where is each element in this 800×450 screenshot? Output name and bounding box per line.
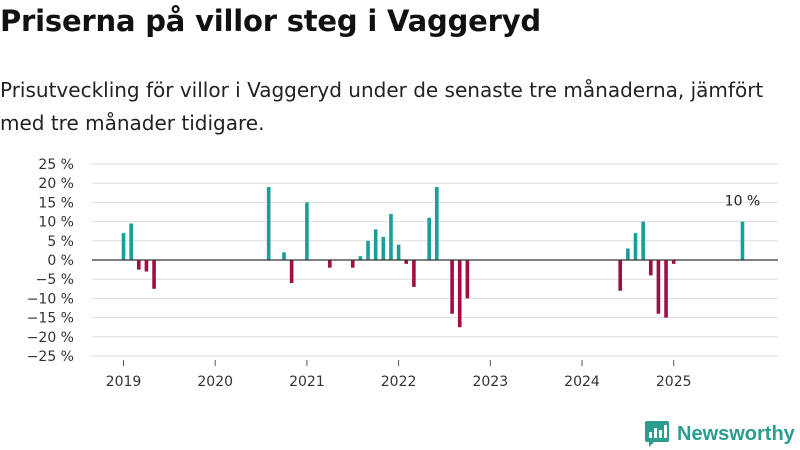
bar [633, 233, 638, 260]
bar [152, 260, 156, 289]
newsworthy-logo-icon [645, 421, 669, 447]
bar [136, 260, 141, 270]
x-tick-label: 2022 [381, 374, 417, 390]
y-tick-label: −20 % [27, 330, 74, 346]
chart-subtitle: Prisutveckling för villor i Vaggeryd und… [0, 78, 764, 135]
gridlines [92, 163, 778, 357]
x-tick-label: 2021 [289, 374, 325, 390]
annotations: 10 % [725, 194, 761, 210]
y-tick-label: 5 % [47, 234, 74, 250]
bar [144, 260, 149, 272]
bar [350, 260, 355, 268]
bar [358, 256, 363, 260]
bar [618, 260, 623, 291]
y-tick-label: 25 % [38, 157, 74, 173]
x-axis: 2019 2020 2021 2022 2023 2024 2025 [106, 360, 692, 390]
bar [457, 260, 462, 328]
newsworthy-logo: Newsworthy [644, 420, 795, 448]
y-tick-label: −10 % [27, 291, 74, 307]
bar [435, 187, 439, 260]
bar [648, 260, 653, 276]
brand-name: Newsworthy [677, 422, 795, 445]
bar [366, 240, 370, 260]
y-axis: 25 % 20 % 15 % 10 % 5 % 0 % −5 % −10 % −15 % −20 … [27, 157, 778, 365]
bar [389, 213, 393, 260]
y-tick-label: 10 % [38, 215, 74, 231]
bar [289, 260, 294, 284]
y-tick-label: −15 % [27, 311, 74, 327]
bar [328, 260, 332, 268]
y-tick-label: 15 % [38, 195, 74, 211]
bar [626, 248, 630, 260]
x-tick-label: 2019 [106, 374, 142, 390]
y-tick-label: 0 % [47, 253, 74, 269]
y-tick-label: −5 % [36, 272, 74, 288]
bar [656, 260, 661, 314]
bar [282, 252, 286, 260]
bar [641, 221, 645, 260]
x-tick-label: 2020 [197, 374, 233, 390]
y-tick-label: 20 % [38, 176, 74, 192]
x-tick-label: 2023 [472, 374, 508, 390]
bar [121, 233, 126, 260]
annotation-label: 10 % [725, 194, 761, 210]
bar [381, 236, 386, 260]
bar-chart: 25 % 20 % 15 % 10 % 5 % 0 % −5 % −10 % −15 % −20 … [27, 157, 778, 390]
bar [671, 260, 676, 264]
x-tick-label: 2024 [564, 374, 600, 390]
bar [266, 187, 271, 260]
bar [465, 260, 470, 299]
x-tick-label: 2025 [656, 374, 692, 390]
bar [129, 223, 133, 260]
bar [404, 260, 409, 264]
chart-title: Priserna på villor steg i Vaggeryd [0, 4, 541, 38]
bar [396, 244, 401, 260]
bar [412, 260, 416, 287]
bar [427, 217, 431, 260]
bar [305, 202, 309, 260]
bar [664, 260, 668, 318]
bars [121, 187, 745, 328]
bar [373, 229, 378, 260]
bar [740, 221, 745, 260]
y-tick-label: −25 % [27, 349, 74, 365]
bar [450, 260, 454, 314]
